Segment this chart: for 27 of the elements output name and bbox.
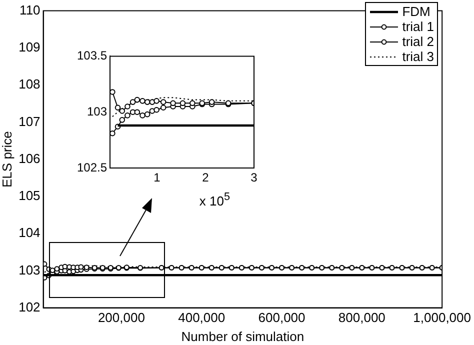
x-tick-label: 1,000,000 bbox=[413, 310, 472, 326]
legend-label: trial 2 bbox=[402, 34, 434, 49]
annotation: x 10$^{5}$ bbox=[199, 190, 230, 208]
legend-label: FDM bbox=[402, 4, 430, 19]
x-tick-label: 800,000 bbox=[338, 310, 386, 326]
x-tick-label: 2 bbox=[202, 170, 210, 185]
legend-label: trial 1 bbox=[402, 19, 434, 34]
x-tick-label: 3 bbox=[250, 170, 258, 185]
y-tick-label: 105 bbox=[18, 188, 40, 204]
y-tick-label: 103 bbox=[86, 104, 108, 118]
y-axis-title: ELS price bbox=[0, 131, 14, 188]
y-tick-label: 103.5 bbox=[76, 48, 108, 63]
x-tick-label: 600,000 bbox=[258, 310, 306, 326]
y-tick-label: 102 bbox=[18, 299, 40, 314]
y-tick-label: 107 bbox=[18, 114, 40, 129]
y-tick-label: 108 bbox=[18, 76, 40, 92]
y-tick-label: 103 bbox=[18, 262, 40, 278]
x-tick-label: 1 bbox=[154, 170, 161, 185]
x-tick-label: 400,000 bbox=[178, 310, 226, 326]
y-tick-label: 106 bbox=[18, 150, 40, 166]
y-tick-label: 110 bbox=[20, 2, 40, 18]
y-tick-label: 109 bbox=[18, 40, 40, 55]
x-tick-label: 200,000 bbox=[98, 310, 145, 326]
y-tick-label: 102.5 bbox=[76, 160, 108, 174]
y-tick-label: 104 bbox=[18, 225, 40, 240]
x-axis-title: Number of simulation bbox=[181, 328, 304, 344]
legend-label: trial 3 bbox=[402, 49, 434, 64]
